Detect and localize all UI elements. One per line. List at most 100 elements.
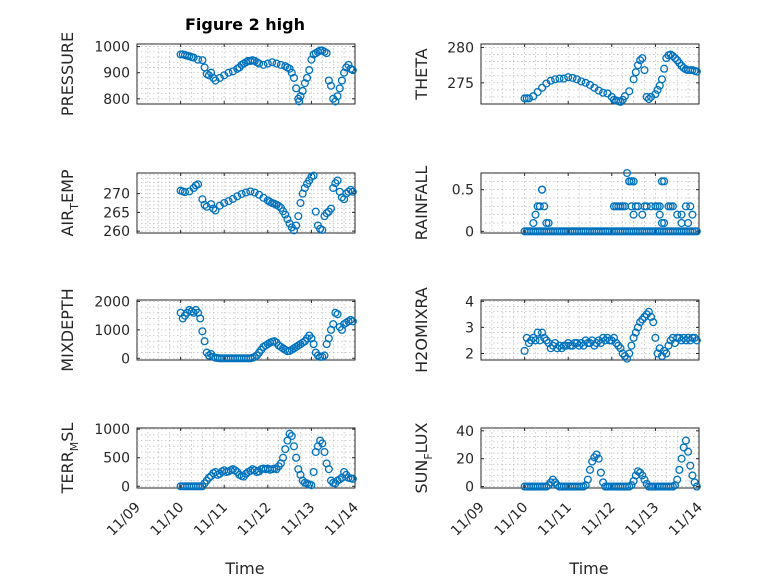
data-point [329,320,338,329]
data-point [324,76,333,85]
data-point [285,429,294,438]
data-point [594,454,603,463]
data-point [333,310,342,319]
subplot-7: 0 500 1000 11/09 11/10 11/11 11/12 11/13 11/14 TE… [58,422,362,539]
data-point [233,192,242,201]
x-tick-label: 11/10 [148,500,188,540]
data-point [646,312,656,322]
data-point [572,75,581,84]
data-point [546,76,555,85]
data-point [633,323,643,332]
data-point [642,202,651,211]
subplot-3: 260 265 270 AIRTEMP [58,169,357,240]
data-point [296,92,305,101]
data-point [596,468,605,477]
data-point [259,60,268,69]
data-point [326,204,336,213]
y-axis-label: MIXDEPTH [58,288,77,371]
data-point [305,66,314,75]
data-point [287,431,296,441]
x-axis-label-left: Time [224,559,264,578]
data-point [559,74,568,83]
data-point [224,68,233,77]
data-point [333,176,342,185]
subplot-2: 275 280 THETA [412,41,701,106]
data-point [189,53,198,62]
data-point [592,450,601,459]
y-tick-label: 1000 [94,323,130,339]
data-point [331,97,340,106]
data-point [531,336,540,345]
y-axis-label: RAINFALL [412,166,431,241]
x-tick-label: 11/09 [104,500,144,540]
y-tick-label: 280 [447,41,474,57]
y-tick-label: 800 [103,92,130,108]
data-point [686,202,695,211]
data-point [599,88,608,97]
x-axis-label-right: Time [568,559,608,578]
data-point [348,187,357,196]
data-point [311,207,320,216]
data-point [533,328,542,337]
data-point [636,56,645,65]
data-point [348,317,357,326]
y-axis-label: THETA [412,48,431,100]
data-point [263,196,272,205]
data-point [596,338,605,348]
subplot-6: 2 3 4 H2OMIXRA [412,287,701,373]
data-point [670,338,680,348]
data-point [688,471,697,480]
data-point [340,68,349,77]
data-point [335,475,344,484]
data-point [200,337,209,346]
data-point [255,59,264,68]
data-point [337,76,346,85]
data-point [577,77,586,86]
x-tick-label: 11/11 [535,500,575,540]
data-point [640,66,649,75]
data-point [655,344,664,353]
data-point [616,344,625,353]
data-point [211,206,220,215]
data-point [677,454,686,463]
data-point [289,442,299,451]
data-point [638,54,647,63]
data-point [677,210,686,219]
data-point [281,210,290,219]
data-point [629,333,638,342]
data-point [627,481,636,490]
y-tick-label: 3 [465,320,474,336]
data-point [629,177,638,186]
data-point [638,210,647,219]
data-point [564,73,573,82]
data-point [588,457,597,466]
data-point [211,76,220,85]
data-point [644,95,653,104]
data-point [537,83,547,92]
data-point [298,86,307,96]
plot-area [480,43,700,105]
data-point [579,341,588,350]
data-point [686,461,695,470]
x-tick-label: 11/12 [579,500,619,540]
x-tick-label: 11/14 [666,499,706,539]
y-tick-label: 40 [456,424,474,440]
y-tick-label: 1000 [94,40,130,56]
y-tick-label: 260 [103,224,130,240]
data-point [692,336,701,345]
data-point [292,84,301,93]
data-point [295,97,304,106]
data-point [581,78,590,87]
data-point [660,218,669,228]
subplot-grid: 800 900 1000 PRESSURE 275 280 THETA 260 265 270 AI… [58,32,706,539]
data-point [681,436,690,445]
y-tick-label: 2000 [94,294,130,310]
data-point [320,447,329,457]
data-point [625,87,634,96]
data-point [228,67,237,76]
data-point [583,475,592,484]
x-tick-label: 11/09 [448,500,488,540]
data-point [668,202,677,211]
data-point [529,92,538,101]
